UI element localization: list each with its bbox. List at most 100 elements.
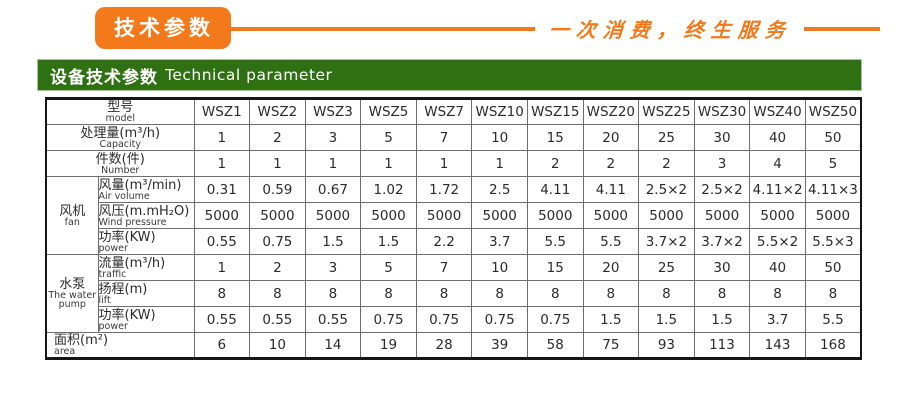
value-cell: 7 — [415, 254, 473, 281]
value-cell: 1 — [415, 150, 473, 177]
value-cell: 8 — [415, 280, 473, 307]
table-row: 风压(m.mH₂O) Wind pressure 5000 5000 5000 5000 5… — [46, 202, 862, 229]
value-cell: 40 — [749, 124, 806, 151]
value-cell: 8 — [193, 280, 251, 307]
table-row: 功率(KW) power 0.55 0.55 0.55 0.75 0.75 0.75 0.75 1… — [46, 306, 862, 333]
value-cell: 28 — [415, 332, 473, 359]
value-cell: 0.67 — [304, 176, 362, 203]
section-title-en: Technical parameter — [165, 66, 333, 84]
value-cell: 2.5×2 — [638, 176, 695, 203]
value-cell: 20 — [582, 254, 640, 281]
model-header-cell: WSZ2 — [249, 98, 306, 125]
group-label-en: The water pump — [48, 290, 97, 310]
value-cell: 5000 — [526, 202, 584, 229]
value-cell: 5 — [360, 124, 417, 151]
row-label-en: power — [98, 242, 128, 254]
row-label-zh: 件数(件) — [95, 151, 145, 167]
value-cell: 2 — [582, 150, 640, 177]
value-cell: 2 — [638, 150, 695, 177]
value-cell: 8 — [693, 280, 751, 307]
value-cell: 15 — [526, 254, 584, 281]
value-cell: 25 — [638, 254, 695, 281]
table-row: 水泵 The water pump 流量(m³/h) traffic 1 2 3 5 7 10 15… — [45, 254, 862, 333]
parameters-table: 型号 model WSZ1 WSZ2 WSZ3 WSZ5 WSZ7 WSZ10 WSZ15 WSZ… — [45, 97, 862, 360]
value-cell: 3.7×2 — [693, 228, 751, 255]
value-cell: 0.59 — [249, 176, 306, 203]
value-cell: 2 — [249, 254, 306, 281]
row-label-en: Air volume — [98, 190, 150, 202]
value-cell: 5000 — [749, 202, 806, 229]
model-header-cell: WSZ7 — [415, 98, 473, 125]
row-label-cell: 扬程(m) lift — [97, 280, 195, 307]
value-cell: 1.5 — [582, 306, 640, 333]
value-cell: 5000 — [193, 202, 251, 229]
value-cell: 0.75 — [360, 306, 417, 333]
value-cell: 25 — [638, 124, 695, 151]
value-cell: 2.5 — [471, 176, 528, 203]
row-label-en: Number — [101, 164, 140, 176]
value-cell: 168 — [804, 332, 862, 359]
value-cell: 5000 — [582, 202, 640, 229]
value-cell: 20 — [582, 124, 640, 151]
value-cell: 5 — [804, 150, 862, 177]
row-label-cell: 面积(m²) area — [45, 332, 195, 359]
row-label-cell: 功率(KW) power — [97, 228, 195, 255]
row-label-zh: 功率(KW) — [98, 229, 156, 245]
value-cell: 10 — [249, 332, 306, 359]
row-label-zh: 处理量(m³/h) — [80, 125, 161, 141]
value-cell: 113 — [693, 332, 751, 359]
row-label-en: model — [105, 113, 136, 124]
value-cell: 4 — [749, 150, 806, 177]
row-label-zh: 风量(m³/min) — [98, 177, 182, 193]
section-badge-label: 技术参数 — [114, 16, 214, 40]
value-cell: 3 — [693, 150, 751, 177]
value-cell: 4.11×2 — [749, 176, 806, 203]
row-label-cell: 型号 model — [45, 98, 195, 125]
value-cell: 1.72 — [415, 176, 473, 203]
value-cell: 1 — [471, 150, 528, 177]
group-label-cell: 风机 fan — [45, 176, 99, 255]
model-header-cell: WSZ5 — [360, 98, 417, 125]
model-header-cell: WSZ50 — [804, 98, 862, 125]
row-label-zh: 型号 — [107, 100, 134, 115]
section-title-zh: 设备技术参数 — [50, 67, 158, 88]
value-cell: 2.2 — [415, 228, 473, 255]
value-cell: 0.55 — [193, 228, 251, 255]
value-cell: 8 — [249, 280, 306, 307]
value-cell: 93 — [638, 332, 695, 359]
value-cell: 8 — [749, 280, 806, 307]
value-cell: 1 — [304, 150, 362, 177]
value-cell: 6 — [193, 332, 251, 359]
row-label-zh: 风压(m.mH₂O) — [98, 203, 190, 219]
value-cell: 5000 — [693, 202, 751, 229]
value-cell: 5.5×2 — [749, 228, 806, 255]
value-cell: 1.5 — [693, 306, 751, 333]
table-row: 扬程(m) lift 8 8 8 8 8 8 8 8 8 8 8 8 — [46, 280, 862, 307]
value-cell: 10 — [471, 254, 528, 281]
value-cell: 10 — [471, 124, 528, 151]
row-label-zh: 面积(m²) — [54, 333, 109, 348]
model-header-cell: WSZ25 — [638, 98, 695, 125]
model-header-cell: WSZ15 — [526, 98, 584, 125]
value-cell: 5000 — [638, 202, 695, 229]
value-cell: 8 — [638, 280, 695, 307]
value-cell: 19 — [360, 332, 417, 359]
row-label-zh: 功率(KW) — [98, 307, 156, 323]
value-cell: 50 — [804, 254, 862, 281]
value-cell: 5.5 — [582, 228, 640, 255]
value-cell: 30 — [693, 254, 751, 281]
value-cell: 4.11×3 — [804, 176, 862, 203]
section-badge: 技术参数 — [95, 7, 231, 49]
value-cell: 0.31 — [193, 176, 251, 203]
value-cell: 39 — [471, 332, 528, 359]
row-label-en: lift — [98, 294, 111, 306]
value-cell: 0.55 — [193, 306, 251, 333]
value-cell: 0.55 — [249, 306, 306, 333]
value-cell: 5000 — [415, 202, 473, 229]
value-cell: 8 — [360, 280, 417, 307]
value-cell: 58 — [526, 332, 584, 359]
value-cell: 5 — [360, 254, 417, 281]
row-label-zh: 扬程(m) — [98, 281, 148, 297]
value-cell: 8 — [471, 280, 528, 307]
